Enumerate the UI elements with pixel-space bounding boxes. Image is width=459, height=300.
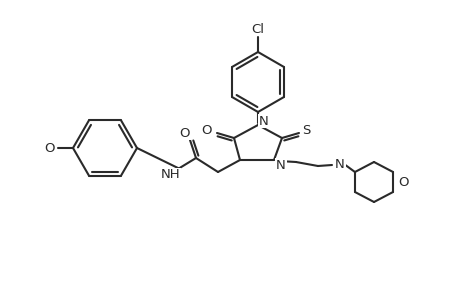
Text: O: O	[398, 176, 409, 188]
Text: NH: NH	[161, 169, 180, 182]
Text: N: N	[275, 158, 285, 172]
Text: N: N	[335, 158, 344, 170]
Text: O: O	[202, 124, 212, 136]
Text: O: O	[179, 127, 190, 140]
Text: Cl: Cl	[251, 22, 264, 35]
Text: S: S	[301, 124, 309, 136]
Text: N: N	[258, 115, 269, 128]
Text: O: O	[45, 142, 55, 154]
